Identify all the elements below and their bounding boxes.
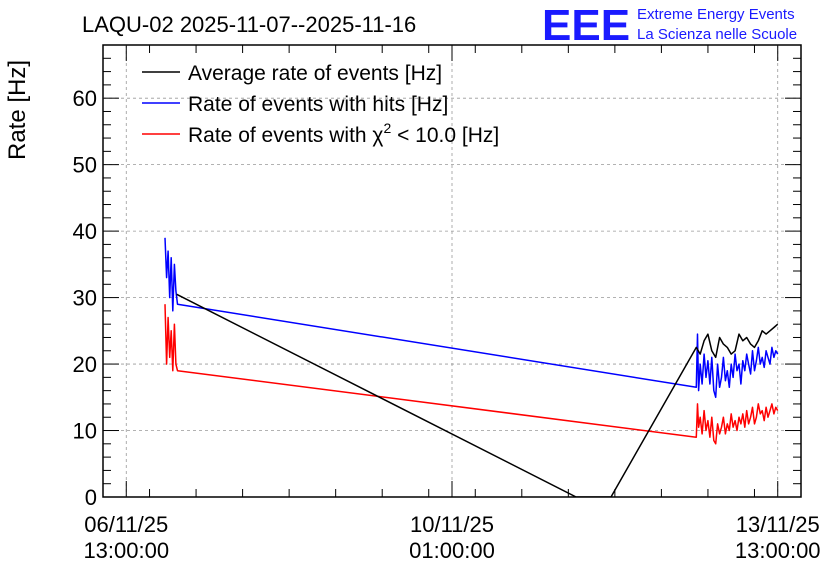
brand-line-1: Extreme Energy Events: [637, 6, 795, 23]
legend-chi2-prefix: Rate of events with χ: [188, 124, 383, 147]
eee-logo: EEE Extreme Energy Events La Scienza nel…: [542, 1, 797, 50]
x-tick-time: 13:00:00: [735, 538, 821, 563]
series-line-hits: [164, 237, 779, 399]
x-tick-time: 13:00:00: [83, 538, 169, 563]
x-tick-date: 13/11/25: [736, 512, 820, 537]
y-tick-label: 30: [73, 286, 97, 311]
series-line-chi2: [164, 304, 779, 445]
chart-title: LAQU-02 2025-11-07--2025-11-16: [82, 12, 416, 37]
y-axis-label: Rate [Hz]: [4, 60, 31, 160]
legend: Average rate of events [Hz] Rate of even…: [142, 62, 499, 147]
y-tick-label: 0: [85, 485, 97, 510]
legend-chi2-suffix: < 10.0 [Hz]: [391, 124, 499, 147]
eee-logo-text: EEE: [542, 1, 630, 50]
legend-label-average: Average rate of events [Hz]: [188, 62, 442, 85]
grid: [103, 45, 801, 497]
brand-line-2: La Scienza nelle Scuole: [637, 26, 797, 43]
legend-chi2-sup: 2: [383, 120, 391, 136]
y-tick-label: 20: [73, 352, 97, 377]
axis-ticks: 010203040506006/11/2513:00:0010/11/2501:…: [73, 44, 821, 563]
y-tick-label: 10: [73, 419, 97, 444]
x-tick-time: 01:00:00: [409, 538, 495, 563]
x-tick-date: 10/11/25: [410, 512, 494, 537]
series-layer: [164, 237, 779, 497]
y-tick-label: 50: [73, 153, 97, 178]
y-tick-label: 60: [73, 86, 97, 111]
legend-label-chi2: Rate of events with χ2 < 10.0 [Hz]: [188, 120, 499, 147]
x-tick-date: 06/11/25: [84, 512, 168, 537]
y-tick-label: 40: [73, 219, 97, 244]
legend-label-hits: Rate of events with hits [Hz]: [188, 93, 448, 116]
series-line-average: [176, 293, 779, 497]
